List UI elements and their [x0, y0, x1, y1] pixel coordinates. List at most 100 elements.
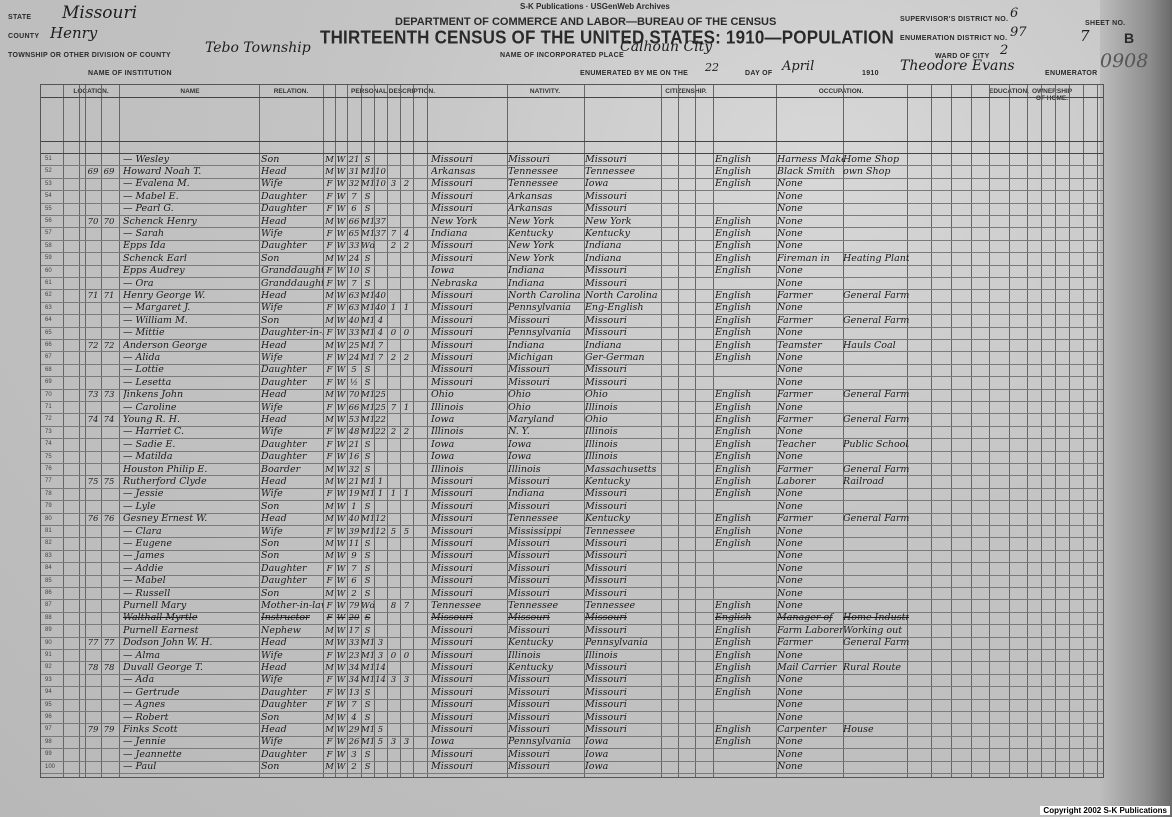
cell-sex: F: [326, 427, 333, 438]
line-number: 55: [45, 205, 52, 212]
line-number: 97: [45, 726, 52, 733]
cell-occ: None: [777, 587, 803, 599]
row-rule: [41, 773, 1103, 774]
cell-ind: own Shop: [843, 165, 891, 177]
cell-born: 1: [390, 303, 397, 314]
copyright-notice: Copyright 2002 S-K Publications: [1040, 806, 1170, 815]
cell-yrs: 22: [375, 427, 386, 438]
cell-bp: Missouri: [431, 711, 473, 723]
cell-name: Rutherford Clyde: [123, 475, 207, 487]
cell-fbp: Tennessee: [508, 599, 559, 611]
cell-fam: 78: [103, 662, 115, 673]
row-rule: [41, 649, 1103, 650]
row-rule: [41, 562, 1103, 564]
cell-liv: 2: [403, 179, 410, 190]
cell-rel: Daughter-in-law: [261, 327, 323, 339]
cell-bp: Illinois: [431, 463, 464, 475]
cell-occ: Teamster: [777, 339, 822, 351]
sheet-label: SHEET NO.: [1085, 20, 1126, 27]
cell-name: Schenck Earl: [123, 252, 187, 264]
cell-occ: None: [777, 376, 803, 388]
cell-rel: Mother-in-law: [261, 599, 323, 611]
cell-ind: General Farm: [843, 463, 909, 475]
line-number: 57: [45, 230, 52, 237]
line-number: 76: [45, 466, 52, 472]
supervisor-label: SUPERVISOR'S DISTRICT NO.: [900, 16, 1009, 23]
cell-race: W: [336, 476, 346, 487]
cell-name: — Ora: [123, 277, 154, 289]
cell-age: 79: [348, 600, 360, 611]
cell-bp: Missouri: [431, 240, 473, 252]
cell-mbp: Kentucky: [585, 513, 630, 525]
column-rule: [776, 85, 777, 777]
cell-occ: None: [777, 649, 803, 661]
cell-sex: M: [325, 762, 334, 773]
cell-age: 33: [348, 638, 360, 649]
cell-ind: General Farm: [843, 314, 909, 326]
township-label: TOWNSHIP OR OTHER DIVISION OF COUNTY: [8, 52, 171, 59]
cell-name: Finks Scott: [123, 723, 178, 735]
cell-age: 34: [348, 662, 360, 673]
cell-sex: F: [326, 278, 333, 289]
cell-name: — Eugene: [123, 537, 173, 549]
cell-race: W: [336, 613, 346, 624]
cell-name: — Lesetta: [123, 376, 172, 388]
cell-bp: Missouri: [431, 525, 473, 537]
cell-lang: English: [715, 178, 752, 190]
line-number: 100: [45, 763, 56, 770]
line-number: 90: [45, 639, 52, 646]
cell-bp: Missouri: [431, 190, 473, 202]
cell-race: W: [336, 266, 346, 277]
cell-sex: M: [325, 551, 334, 562]
cell-race: W: [336, 638, 346, 649]
cell-age: 7: [351, 563, 357, 574]
header-rule: [41, 153, 1103, 154]
publisher-line: S-K Publications · USGenWeb Archives: [520, 2, 670, 11]
cell-yrs: 14: [375, 662, 386, 673]
column-rule: [907, 85, 908, 777]
cell-sex: F: [326, 228, 333, 239]
header-nativity: NATIVITY.: [529, 88, 561, 95]
cell-occ: None: [777, 599, 803, 611]
cell-yrs: 25: [375, 390, 386, 401]
cell-rel: Granddaughter: [261, 265, 323, 277]
cell-occ: Farm Laborer: [777, 624, 843, 636]
cell-name: — Gertrude: [123, 686, 180, 698]
cell-bp: Missouri: [431, 339, 473, 351]
cell-age: 39: [348, 526, 360, 537]
cell-rel: Wife: [261, 178, 283, 190]
cell-name: — Sadie E.: [123, 438, 176, 450]
cell-lang: English: [715, 401, 752, 413]
cell-sex: F: [326, 204, 333, 215]
cell-rel: Head: [261, 723, 287, 735]
cell-mbp: Indiana: [585, 252, 622, 264]
cell-sex: F: [326, 576, 333, 587]
cell-bp: Illinois: [431, 426, 464, 438]
cell-rel: Head: [261, 165, 287, 177]
cell-name: — Lyle: [123, 500, 156, 512]
column-rule: [713, 85, 714, 777]
row-rule: [41, 686, 1103, 688]
cell-occ: Manager of: [777, 612, 833, 624]
cell-born: 0: [390, 328, 397, 339]
cell-born: 3: [390, 179, 397, 190]
cell-mbp: Indiana: [585, 240, 622, 252]
row-rule: [41, 177, 1103, 179]
cell-occ: None: [777, 525, 803, 537]
cell-occ: None: [777, 699, 803, 711]
row-rule: [41, 698, 1103, 700]
cell-liv: 5: [403, 526, 410, 537]
row-rule: [41, 611, 1103, 613]
header-education: EDUCATION.: [989, 88, 1029, 95]
cell-occ: None: [777, 537, 803, 549]
cell-fbp: Pennsylvania: [508, 302, 571, 314]
line-number: 98: [45, 738, 52, 745]
cell-fbp: Missouri: [508, 699, 550, 711]
cell-fam: 73: [103, 390, 115, 401]
cell-bp: Missouri: [431, 252, 473, 264]
cell-rel: Wife: [261, 488, 283, 500]
cell-mbp: Missouri: [585, 587, 627, 599]
cell-fam: 79: [103, 724, 115, 735]
cell-fam: 72: [103, 340, 115, 351]
cell-mar: M1: [361, 228, 374, 239]
